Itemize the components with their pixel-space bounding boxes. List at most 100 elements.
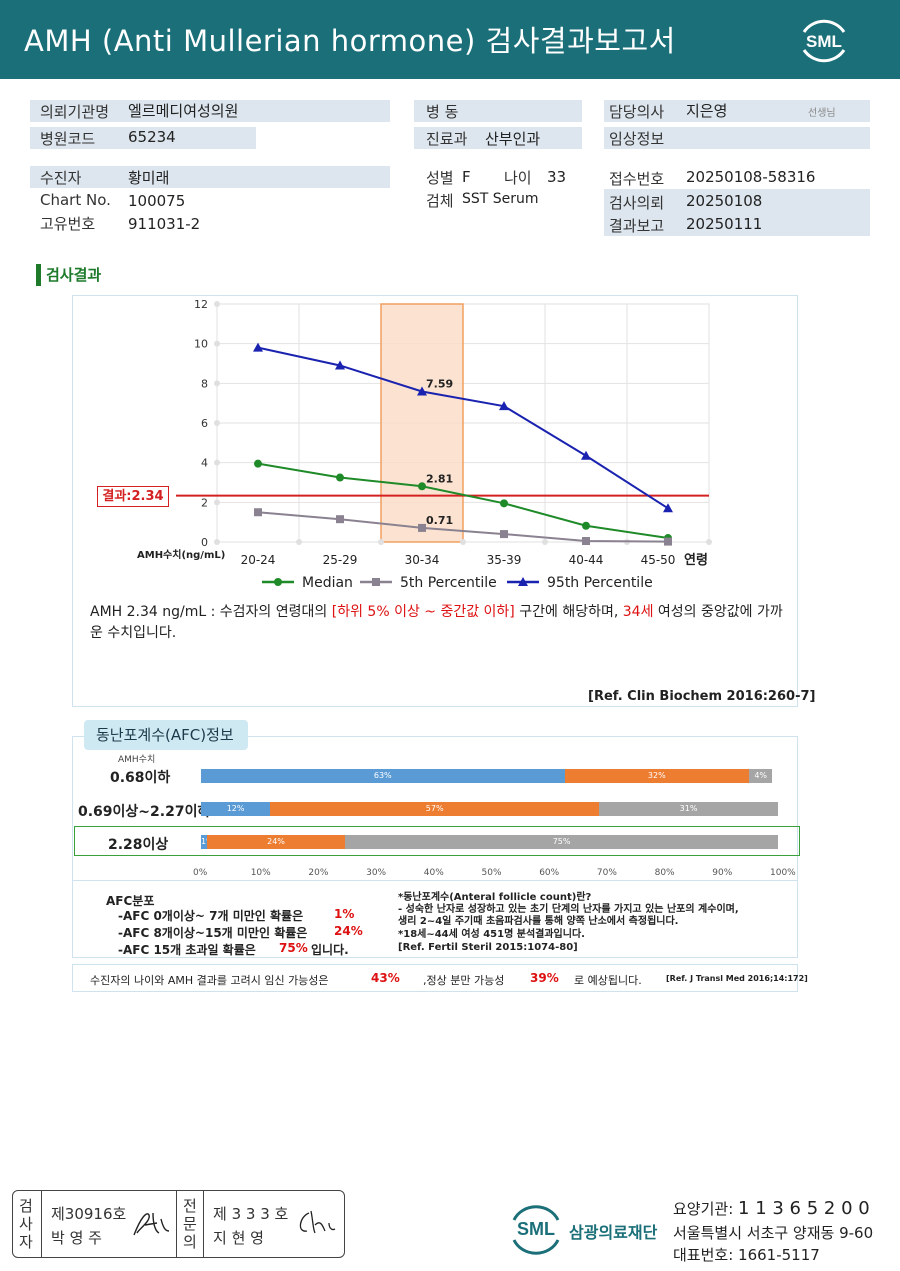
afc-dist-value: 1%: [334, 907, 355, 921]
institution-code: 요양기관: 1 1 3 6 5 2 0 0: [673, 1198, 870, 1219]
afc-bar-segment: 1%: [201, 835, 207, 849]
y-tick-mark: [214, 380, 220, 387]
x-tick-label: 25-29: [323, 553, 358, 567]
dept-value: 산부인과: [485, 130, 541, 148]
x-tick-mark: [296, 539, 302, 545]
sex-label: 성별: [426, 169, 454, 187]
y-tick-label: 4: [201, 457, 208, 470]
x-tick-label: 20-24: [241, 553, 276, 567]
afc-dist-suffix: 입니다.: [311, 943, 349, 957]
patient-label: 수진자: [40, 169, 82, 187]
afc-dist-line: -AFC 0개이상~ 7개 미만인 확률은: [118, 909, 304, 923]
legend-label: Median: [302, 575, 353, 591]
afc-x-tick: 100%: [770, 868, 796, 878]
data-point: [372, 578, 380, 586]
series-5th-percentile: [254, 508, 672, 546]
y-tick-mark: [214, 459, 220, 466]
patient-box: [30, 166, 390, 188]
specimen-value: SST Serum: [462, 191, 539, 207]
y-tick-label: 12: [194, 298, 208, 311]
afc-row-label: 0.69이상~2.27이하: [78, 804, 211, 820]
clinical-label: 임상정보: [609, 130, 665, 148]
pregnancy-value: 43%: [371, 971, 400, 985]
y-tick-mark: [214, 301, 220, 307]
afc-highlight-row: [74, 826, 800, 856]
x-tick-mark: [542, 539, 548, 545]
institution-box: [30, 100, 390, 122]
legend-label: 95th Percentile: [547, 575, 653, 591]
ward-box: [414, 100, 582, 122]
hospital-code-label: 병원코드: [40, 130, 96, 148]
receipt-value: 20250108-58316: [686, 168, 816, 186]
data-point: [253, 342, 263, 352]
address: 서울특별시 서초구 양재동 9-60: [673, 1224, 874, 1242]
pregnancy-panel: [72, 964, 798, 992]
inspector-name: 박 영 주: [51, 1229, 102, 1247]
afc-x-tick: 90%: [712, 868, 733, 878]
data-point: [500, 499, 508, 508]
afc-x-tick: 80%: [654, 868, 675, 878]
inspector-number: 제30916호: [51, 1205, 127, 1223]
afc-title: 동난포계수(AFC)정보: [84, 720, 248, 750]
data-point: [581, 450, 591, 460]
unique-id-value: 911031-2: [128, 215, 201, 233]
report-header: AMH (Anti Mullerian hormone) 검사결과보고서 SML: [0, 0, 900, 79]
afc-bar-segment: 31%: [599, 802, 778, 816]
data-label: 2.81: [426, 472, 453, 485]
data-point: [663, 503, 673, 513]
data-point: [518, 577, 528, 586]
afc-x-tick: 0%: [193, 868, 208, 878]
afc-note: *동난포계수(Anteral follicle count)란?: [398, 892, 592, 903]
x-tick-label: 35-39: [487, 553, 522, 567]
institution-value: 엘르메디여성의원: [128, 102, 239, 120]
y-tick-label: 8: [201, 377, 208, 390]
data-point: [582, 537, 590, 546]
data-point: [664, 537, 672, 546]
svg-text:SML: SML: [806, 32, 842, 51]
result-description: AMH 2.34 ng/mL : 수검자의 연령대의 [하위 5% 이상 ~ 중…: [90, 602, 790, 644]
unique-id-label: 고유번호: [40, 215, 96, 233]
result-label: 결과:2.34: [97, 486, 169, 507]
data-point: [418, 482, 426, 491]
pregnancy-text-1: 수진자의 나이와 AMH 결과를 고려시 임신 가능성은: [90, 974, 329, 987]
data-point: [418, 523, 426, 532]
afc-dist-line: -AFC 8개이상~15개 미만인 확률은: [118, 926, 308, 940]
afc-axis-caption: AMH수치: [118, 755, 156, 765]
data-point: [336, 473, 344, 482]
hospital-code-value: 65234: [128, 128, 176, 146]
afc-note: *18세~44세 여성 451명 분석결과입니다.: [398, 929, 585, 940]
section-title: 검사결과: [36, 264, 101, 286]
y-tick-mark: [214, 539, 220, 545]
y-tick-label: 2: [201, 496, 208, 509]
data-point: [274, 578, 282, 586]
afc-bar-segment: 63%: [201, 769, 565, 783]
pregnancy-reference: [Ref. J Transl Med 2016;14:172]: [666, 974, 808, 983]
x-axis-suffix-label: 연령: [684, 553, 708, 568]
x-tick-mark: [706, 539, 712, 545]
divider: [72, 880, 798, 881]
series-line: [257, 511, 669, 543]
ward-label: 병 동: [426, 103, 459, 121]
afc-note: - 성숙한 난자로 성장하고 있는 초기 단계의 난자를 가지고 있는 난포의 …: [398, 904, 739, 915]
receipt-label: 접수번호: [609, 170, 665, 188]
y-tick-label: 10: [194, 338, 208, 351]
sex-value: F: [462, 168, 471, 186]
series-line: [257, 462, 669, 540]
sml-logo: SML: [802, 19, 846, 63]
hospital-code-box: [30, 127, 256, 149]
afc-x-tick: 60%: [539, 868, 560, 878]
reported-value: 20250111: [686, 215, 763, 233]
afc-dist-title: AFC분포: [106, 894, 155, 908]
afc-bar-segment: 24%: [206, 835, 346, 849]
specialist-signature: [299, 1210, 336, 1234]
inspector-caption: 검 사 자: [19, 1197, 33, 1251]
x-tick-label: 30-34: [405, 553, 440, 567]
x-tick-mark: [460, 539, 466, 545]
pregnancy-text-3: 로 예상됩니다.: [574, 974, 642, 987]
afc-x-tick: 20%: [308, 868, 329, 878]
x-tick-label: 40-44: [569, 553, 604, 567]
afc-bar-segment: 12%: [201, 802, 271, 816]
data-point: [582, 521, 590, 530]
series-95th-percentile: [253, 342, 673, 513]
x-tick-mark: [378, 539, 384, 545]
